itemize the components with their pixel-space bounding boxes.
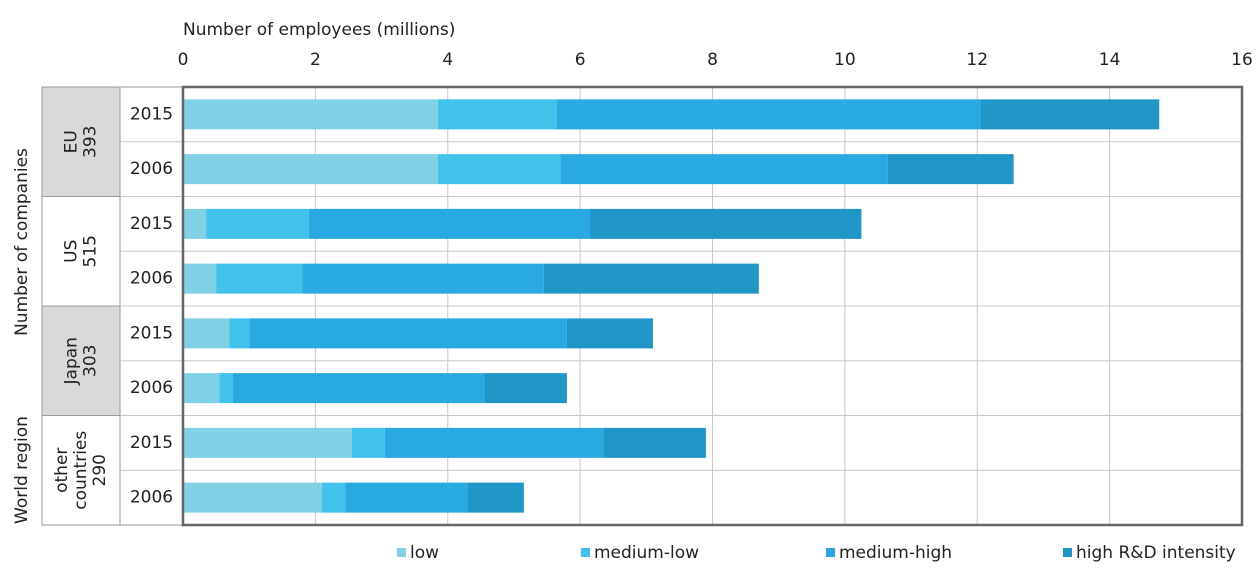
bar-segment (351, 427, 385, 458)
group-cell (41, 86, 121, 197)
legend-swatch (397, 548, 406, 557)
bar-segment (590, 208, 862, 239)
legend-swatch (1063, 548, 1072, 557)
bar-segment (556, 99, 981, 130)
group-label: other (52, 448, 72, 493)
bar-segment (229, 318, 250, 349)
group-count: 303 (81, 345, 101, 377)
row-axis-title: World region (12, 416, 32, 524)
group-label: EU (62, 130, 82, 153)
row-label: 2015 (130, 433, 173, 453)
bar-segment (183, 99, 438, 130)
bar-segment (560, 154, 888, 185)
group-cell (41, 196, 121, 307)
group-count: 515 (81, 235, 101, 267)
group-count: 393 (81, 126, 101, 158)
x-tick-label: 8 (707, 50, 718, 70)
bar-segment (384, 427, 604, 458)
bar-segment (183, 427, 352, 458)
row-label: 2006 (130, 378, 173, 398)
bar-segment (183, 154, 438, 185)
x-axis-title: Number of employees (millions) (183, 20, 455, 40)
row-label: 2006 (130, 488, 173, 508)
x-tick-label: 4 (442, 50, 453, 70)
legend-swatch (581, 548, 590, 557)
bar-segment (345, 482, 468, 513)
legend-label: medium-low (594, 543, 699, 563)
group-label: US (62, 240, 82, 263)
legend-swatch (826, 548, 835, 557)
bar-segment (543, 263, 759, 294)
bar-segment (321, 482, 346, 513)
group-label: Japan (62, 337, 82, 385)
bar-segment (206, 208, 309, 239)
row-label: 2006 (130, 159, 173, 179)
bar-segment (249, 318, 567, 349)
bar-segment (484, 373, 567, 404)
bar-segment (302, 263, 544, 294)
group-cell (41, 415, 121, 526)
bar-segment (308, 208, 591, 239)
row-label: 2015 (130, 323, 173, 343)
group-cell (41, 305, 121, 416)
bar-segment (467, 482, 524, 513)
bar-segment (183, 208, 207, 239)
group-label: countries (71, 431, 91, 510)
bar-segment (216, 263, 303, 294)
x-tick-label: 16 (1231, 50, 1253, 70)
row-label: 2015 (130, 104, 173, 124)
bar-segment (232, 373, 485, 404)
bar-segment (566, 318, 653, 349)
bar-segment (887, 154, 1014, 185)
x-tick-label: 12 (966, 50, 988, 70)
plot-frame (181, 85, 1244, 527)
row-axis-title: Number of companies (12, 148, 32, 336)
x-tick-label: 14 (1099, 50, 1121, 70)
bar-segment (437, 99, 557, 130)
bar-segment (603, 427, 706, 458)
legend-label: high R&D intensity (1076, 543, 1236, 563)
bar-segment (183, 373, 220, 404)
row-label: 2006 (130, 269, 173, 289)
bar-segment (183, 482, 322, 513)
legend-label: low (410, 543, 439, 563)
bar-segment (219, 373, 233, 404)
x-tick-label: 10 (834, 50, 856, 70)
bar-segment (980, 99, 1160, 130)
row-label: 2015 (130, 214, 173, 234)
group-count: 290 (90, 454, 110, 486)
bar-segment (183, 318, 230, 349)
x-tick-label: 6 (575, 50, 586, 70)
x-tick-label: 2 (310, 50, 321, 70)
bar-segment (437, 154, 561, 185)
x-tick-label: 0 (178, 50, 189, 70)
bar-segment (183, 263, 217, 294)
legend-label: medium-high (839, 543, 952, 563)
